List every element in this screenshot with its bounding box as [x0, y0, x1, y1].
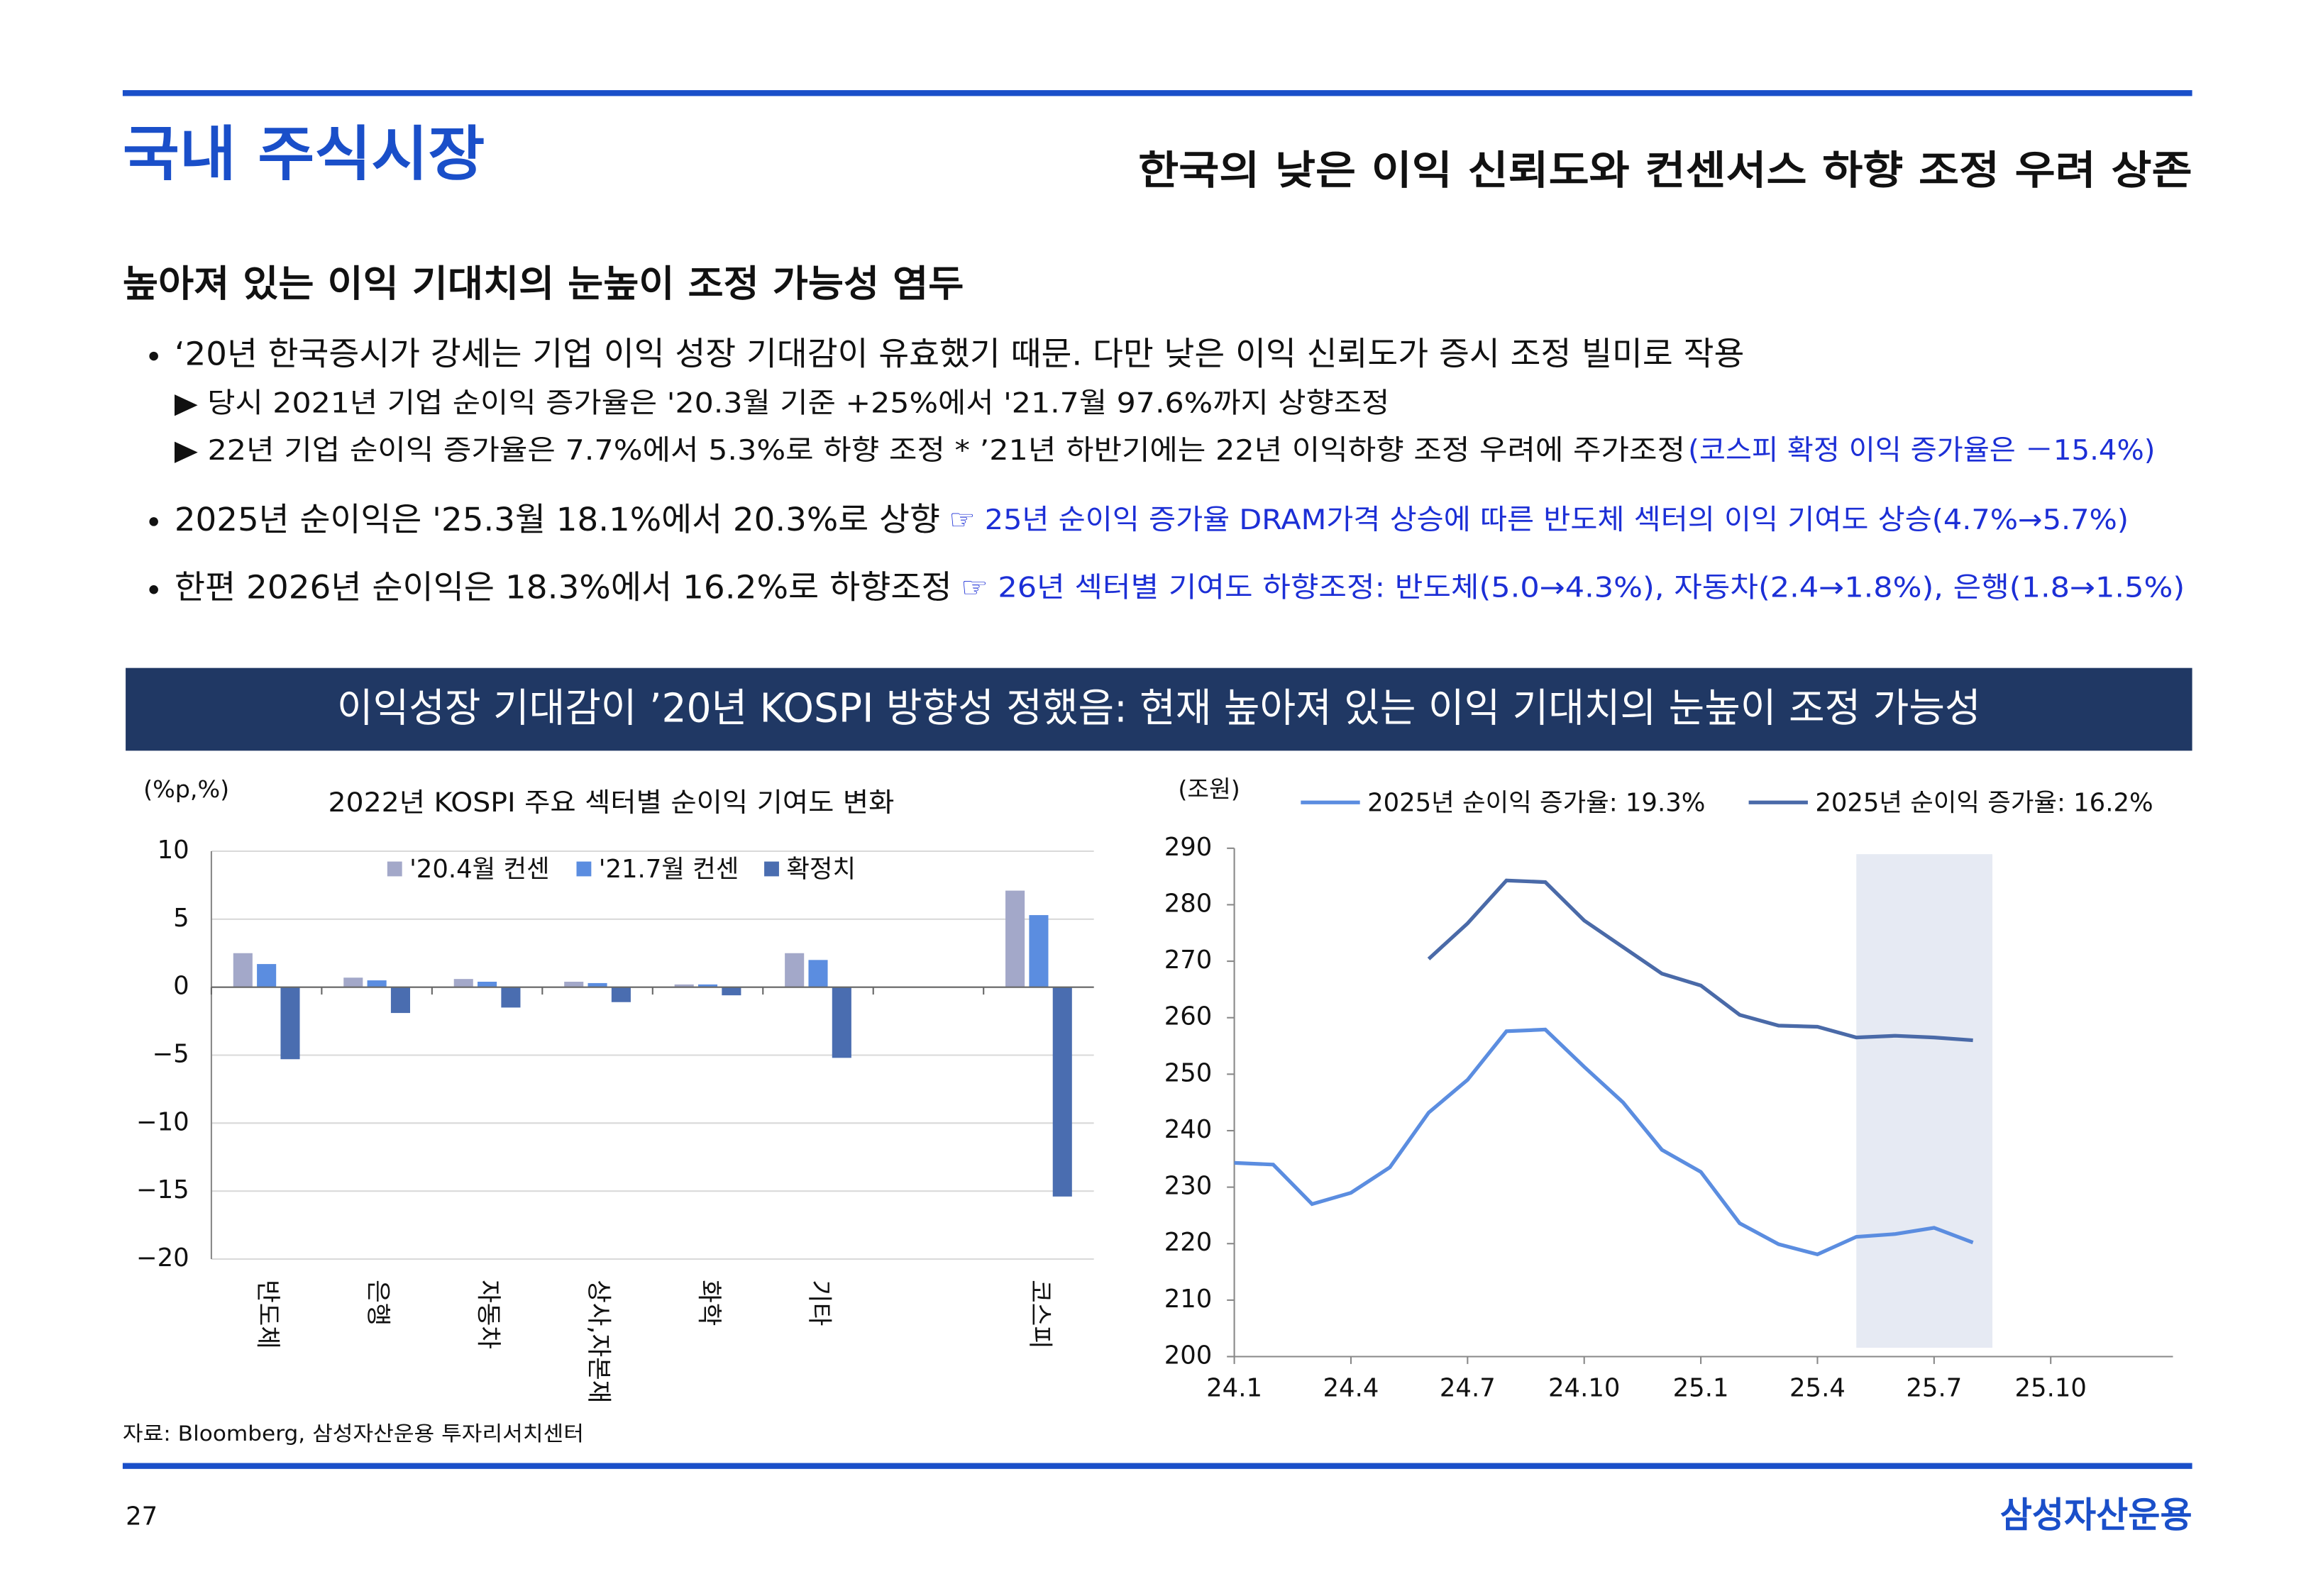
- bar: [390, 987, 410, 1014]
- bullet: [149, 517, 158, 526]
- legend-swatch: [576, 861, 592, 877]
- bar-chart: (%p,%) 2022년 KOSPI 주요 섹터별 순이익 기여도 변화 −20 −1…: [136, 775, 1094, 1403]
- chart-title: 2022년 KOSPI 주요 섹터별 순이익 기여도 변화: [329, 787, 895, 818]
- bullet: [149, 585, 158, 594]
- bar: [587, 982, 607, 987]
- x-tick-label: 25.4: [1789, 1373, 1846, 1402]
- y-tick-label: 240: [1164, 1115, 1213, 1144]
- bar: [478, 982, 497, 987]
- unit-label: (%p,%): [143, 775, 229, 803]
- x-tick-label: 상사,자본재: [584, 1280, 613, 1403]
- legend-label: 2025년 순이익 증가율: 16.2%: [1815, 788, 2153, 817]
- y-tick-label: 270: [1164, 946, 1213, 975]
- unit-label: (조원): [1178, 775, 1240, 803]
- y-tick-label: 0: [173, 972, 189, 1001]
- page-subtitle: 한국의 낮은 이익 신뢰도와 컨센서스 하향 조정 우려 상존: [1138, 148, 2192, 194]
- legend-label: '21.7월 컨센: [599, 855, 739, 884]
- bottom-rule: [122, 1463, 2192, 1469]
- x-tick-label: 코스피: [1025, 1280, 1054, 1349]
- y-tick-label: −15: [136, 1175, 189, 1204]
- x-tick-label: 24.10: [1548, 1373, 1620, 1402]
- y-tick-label: 250: [1164, 1058, 1213, 1087]
- bar: [674, 984, 694, 987]
- y-tick-label: −10: [136, 1107, 189, 1136]
- x-tick-label: 화학: [695, 1280, 724, 1326]
- x-tick-label: 25.1: [1673, 1373, 1729, 1402]
- x-tick-label: 기타: [805, 1280, 834, 1326]
- y-tick-label: 5: [173, 904, 189, 933]
- bar: [722, 987, 741, 996]
- line-series: [1234, 1027, 1974, 1257]
- bullet-text: 2025년 순이익은 '25.3월 18.1%에서 20.3%로 상향: [175, 500, 940, 538]
- page-number: 27: [126, 1502, 158, 1531]
- bar: [1005, 890, 1025, 987]
- highlight-region: [1856, 854, 1993, 1348]
- bar: [501, 987, 521, 1008]
- y-tick-label: 10: [158, 836, 189, 865]
- source: 자료: Bloomberg, 삼성자산운용 투자리서치센터: [123, 1422, 584, 1446]
- bar: [611, 987, 631, 1002]
- y-tick-label: 280: [1164, 889, 1213, 918]
- legend-label: 확정치: [786, 855, 856, 884]
- bar: [808, 960, 828, 987]
- bullet-text: 한편 2026년 순이익은 18.3%에서 16.2%로 하향조정: [175, 568, 952, 606]
- x-tick-label: 25.7: [1906, 1373, 1962, 1402]
- x-tick-label: 25.10: [2015, 1373, 2087, 1402]
- bar: [832, 987, 851, 1058]
- y-tick-label: 290: [1164, 833, 1213, 862]
- bar: [1029, 915, 1049, 987]
- y-tick-label: −20: [136, 1243, 189, 1273]
- y-tick-label: 200: [1164, 1341, 1213, 1370]
- sub-bullet-text: ▶ 당시 2021년 기업 순이익 증가율은 '20.3월 기준 +25%에서 …: [175, 387, 1390, 419]
- bullet: [149, 351, 158, 361]
- y-tick-label: 230: [1164, 1172, 1213, 1201]
- bullet-text: ‘20년 한국증시가 강세는 기업 이익 성장 기대감이 유효했기 때문. 다만…: [175, 335, 1745, 373]
- top-rule: [122, 90, 2192, 96]
- bar: [1052, 987, 1072, 1197]
- legend-swatch: [387, 861, 402, 877]
- bar: [343, 977, 363, 987]
- bar: [233, 953, 253, 987]
- line-chart: (조원) 200 210 220 230 240 250 260 270 280 290 24.1 24…: [1164, 775, 2173, 1402]
- x-tick-label: 24.1: [1206, 1373, 1262, 1402]
- x-tick-label: 반도체: [253, 1280, 282, 1349]
- bar: [257, 964, 277, 987]
- y-tick-label: 260: [1164, 1002, 1213, 1031]
- x-tick-label: 은행: [363, 1280, 392, 1326]
- banner-text: 이익성장 기대감이 ’20년 KOSPI 방향성 정했음: 현재 높아져 있는 …: [337, 686, 1981, 732]
- page-title: 국내 주식시장: [123, 120, 485, 189]
- legend-label: 2025년 순이익 증가율: 19.3%: [1367, 788, 1705, 817]
- legend-label: '20.4월 컨센: [409, 855, 550, 884]
- bar: [564, 982, 584, 987]
- x-tick-label: 자동차: [474, 1280, 503, 1349]
- sub-bullet-text: ▶ 22년 기업 순이익 증가율은 7.7%에서 5.3%로 하향 조정 * ’…: [175, 434, 1685, 467]
- bar: [280, 987, 300, 1060]
- sub-bullet-note: (코스피 확정 이익 증가율은 －15.4%): [1688, 434, 2155, 467]
- bullet-note: ☞ 25년 순이익 증가율 DRAM가격 상승에 따른 반도체 섹터의 이익 기…: [949, 504, 2129, 536]
- bullet-note: ☞ 26년 섹터별 기여도 하향조정: 반도체(5.0→4.3%), 자동차(2…: [961, 572, 2185, 604]
- x-tick-label: 24.4: [1323, 1373, 1379, 1402]
- banner: [126, 667, 2192, 751]
- bar: [785, 953, 805, 987]
- bar: [367, 980, 387, 987]
- bar: [697, 984, 718, 987]
- legend-swatch: [764, 861, 779, 877]
- x-tick-label: 24.7: [1440, 1373, 1496, 1402]
- y-tick-label: 220: [1164, 1228, 1213, 1257]
- logo: 삼성자산운용: [2000, 1495, 2192, 1536]
- y-tick-label: −5: [152, 1040, 189, 1069]
- section-heading: 높아져 있는 이익 기대치의 눈높이 조정 가능성 염두: [123, 263, 964, 306]
- bar: [453, 979, 473, 987]
- y-tick-label: 210: [1164, 1285, 1213, 1314]
- line-series: [1427, 878, 1973, 1043]
